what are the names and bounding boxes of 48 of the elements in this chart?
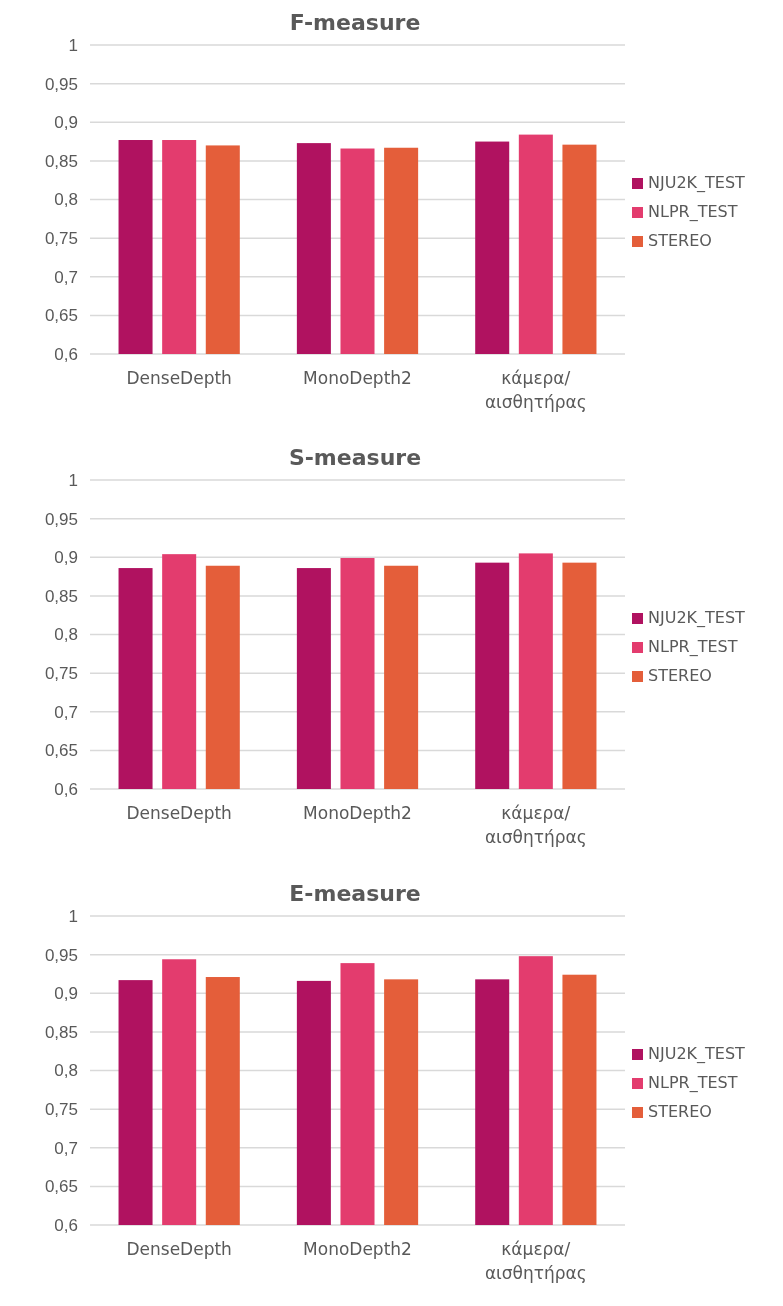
y-tick-label: 0,7 [54,1138,78,1158]
x-tick-label: κάμερα/ αισθητήρας [484,368,587,412]
y-tick-label: 1 [68,35,78,55]
legend-label: NJU2K_TEST [648,1044,746,1064]
legend-label: NJU2K_TEST [648,173,746,193]
y-tick-label: 0,7 [54,267,78,287]
y-tick-label: 0,9 [54,113,78,133]
legend-label: NLPR_TEST [648,637,738,657]
y-tick-label: 0,8 [54,625,78,645]
chart-title: F-measure [289,10,421,35]
y-tick-label: 0,6 [54,344,78,364]
y-tick-label: 0,65 [44,306,78,326]
y-tick-label: 0,95 [44,74,78,94]
x-tick-label: κάμερα/ αισθητήρας [484,803,587,847]
legend-label: NLPR_TEST [648,202,738,222]
x-tick-label: κάμερα/ αισθητήρας [484,1239,587,1283]
y-tick-label: 0,85 [44,151,78,171]
y-tick-label: 0,8 [54,190,78,210]
chart-title: S-measure [288,445,422,470]
y-tick-label: 1 [68,906,78,926]
y-tick-label: 0,6 [54,779,78,799]
legend-label: STEREO [648,1102,712,1121]
legend-label: NJU2K_TEST [648,608,746,628]
x-tick-label: MonoDepth2 [303,1239,412,1259]
legend-label: STEREO [648,666,712,685]
y-tick-label: 0,95 [44,509,78,529]
x-tick-label: MonoDepth2 [303,368,412,388]
y-tick-label: 0,65 [44,1177,78,1197]
legend-label: STEREO [648,231,712,250]
y-tick-label: 0,75 [44,664,78,684]
y-tick-label: 0,85 [44,586,78,606]
y-tick-label: 0,75 [44,229,78,249]
legend-label: NLPR_TEST [648,1073,738,1093]
y-tick-label: 0,9 [54,548,78,568]
x-tick-label: MonoDepth2 [303,803,412,823]
y-tick-label: 0,85 [44,1022,78,1042]
chart-title: E-measure [289,881,421,906]
y-tick-label: 1 [68,470,78,490]
x-tick-label: DenseDepth [126,803,232,823]
x-tick-label: DenseDepth [126,368,232,388]
y-tick-label: 0,75 [44,1100,78,1120]
x-tick-label: DenseDepth [126,1239,232,1259]
y-tick-label: 0,9 [54,984,78,1004]
y-tick-label: 0,65 [44,741,78,761]
y-tick-label: 0,8 [54,1061,78,1081]
y-tick-label: 0,7 [54,702,78,722]
y-tick-label: 0,95 [44,945,78,965]
y-tick-label: 0,6 [54,1215,78,1235]
